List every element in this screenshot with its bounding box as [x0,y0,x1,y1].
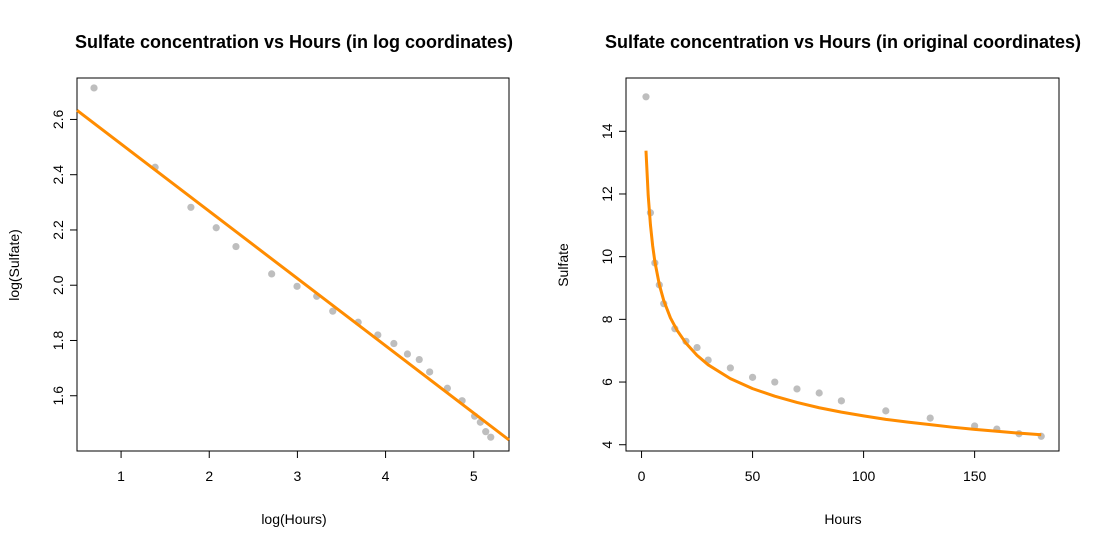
data-point [487,433,495,441]
data-point [771,378,779,386]
data-point [748,373,757,381]
x-tick-label: 5 [470,468,478,484]
data-points [90,84,495,441]
plot-frame [625,77,1060,452]
x-tick-label: 50 [745,468,761,484]
x-tick-label: 100 [852,468,876,484]
data-point [403,350,412,358]
fit-series-line [76,109,510,442]
data-point [837,397,845,405]
y-tick-label: 8 [599,315,615,323]
y-tick-label: 2.2 [50,220,66,240]
data-point [187,203,195,211]
y-axis: 1.6 1.8 2.0 2.2 2.4 2.6 [50,110,78,406]
data-point [926,414,934,422]
x-tick-label: 0 [638,468,646,484]
y-tick-label: 1.6 [50,386,66,406]
x-tick-label: 4 [382,468,390,484]
chart-panel-log: Sulfate concentration vs Hours (in log c… [6,32,513,527]
data-point [426,368,434,376]
y-tick-label: 12 [599,186,615,202]
data-point [815,389,823,397]
plot-frame [76,77,510,452]
x-tick-label: 3 [294,468,302,484]
y-tick-label: 14 [599,123,615,139]
x-axis-label: log(Hours) [261,511,326,527]
data-point [482,428,490,436]
chart-title: Sulfate concentration vs Hours (in log c… [75,32,513,52]
data-point [415,355,423,364]
data-point [212,224,220,232]
y-tick-label: 1.8 [50,331,66,351]
data-points [642,93,1045,440]
chart-title: Sulfate concentration vs Hours (in origi… [605,32,1081,52]
y-tick-label: 4 [599,441,615,449]
data-point [90,84,98,92]
x-tick-label: 150 [963,468,987,484]
fit-line [76,109,510,442]
y-axis: 4 6 8 10 12 14 [599,123,627,449]
x-tick-label: 1 [117,468,125,484]
y-tick-label: 6 [599,378,615,386]
x-tick-label: 2 [205,468,213,484]
y-tick-label: 10 [599,249,615,265]
data-point [329,307,337,315]
data-point [642,93,650,101]
data-point [268,270,276,278]
data-point [793,385,801,393]
data-point [693,343,701,352]
data-point [390,339,398,348]
data-point [232,242,240,251]
chart-panel-original: Sulfate concentration vs Hours (in origi… [555,32,1081,527]
y-axis-label: Sulfate [555,243,571,287]
y-axis-label: log(Sulfate) [6,229,22,301]
y-tick-label: 2.4 [50,165,66,185]
data-point [882,407,890,415]
fit-series-line [644,150,1042,437]
x-axis: 0 50 100 150 [638,450,987,484]
data-point [726,364,734,372]
x-axis-label: Hours [824,511,861,527]
data-point [293,282,301,290]
x-axis: 1 2 3 4 5 [117,450,478,484]
y-tick-label: 2.0 [50,275,66,295]
fit-curve [644,150,1042,437]
y-tick-label: 2.6 [50,110,66,130]
